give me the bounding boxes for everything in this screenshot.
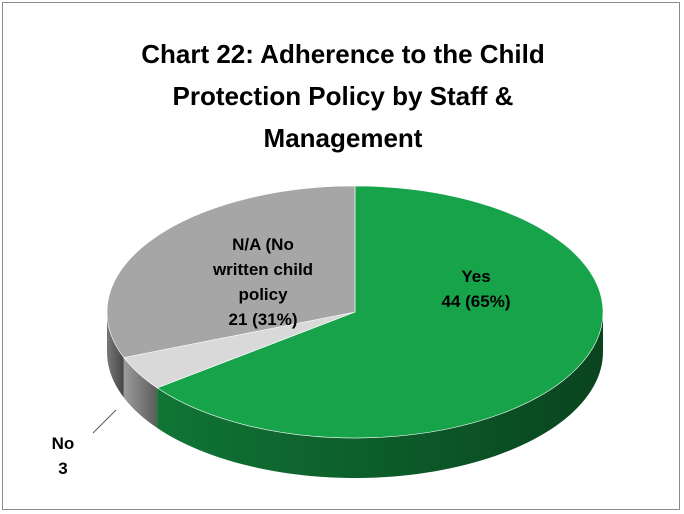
pie-slice-2 — [106, 185, 356, 358]
data-label-na-line-1: written child — [212, 260, 313, 279]
pie-side-1 — [123, 357, 158, 428]
data-label-no-line-1: 3 — [58, 459, 67, 478]
pie-labels: Yes 44 (65%) N/A (No written child policy 21 … — [52, 235, 511, 478]
data-label-na-line-2: policy — [238, 285, 288, 304]
data-label-no: No 3 — [52, 434, 75, 478]
data-label-yes: Yes 44 (65%) — [442, 267, 511, 311]
data-label-na: N/A (No written child policy 21 (31%) — [212, 235, 313, 329]
chart-title-line-2: Protection Policy by Staff & — [172, 81, 514, 111]
chart-title-line-1: Chart 22: Adherence to the Child — [141, 39, 545, 69]
data-label-na-line-3: 21 (31%) — [229, 310, 298, 329]
data-label-na-line-0: N/A (No — [232, 235, 294, 254]
pie-top-faces — [106, 185, 604, 439]
leader-line-no — [92, 409, 117, 434]
chart-title-line-3: Management — [263, 123, 423, 153]
data-label-no-line-0: No — [52, 434, 75, 453]
pie-slice-0 — [156, 185, 604, 439]
pie-side-walls — [107, 312, 603, 478]
chart-title: Chart 22: Adherence to the Child Protect… — [63, 33, 623, 159]
pie-side-2 — [107, 312, 124, 398]
pie-side-0 — [157, 312, 603, 478]
data-label-yes-line-1: 44 (65%) — [442, 292, 511, 311]
data-label-yes-line-0: Yes — [461, 267, 490, 286]
